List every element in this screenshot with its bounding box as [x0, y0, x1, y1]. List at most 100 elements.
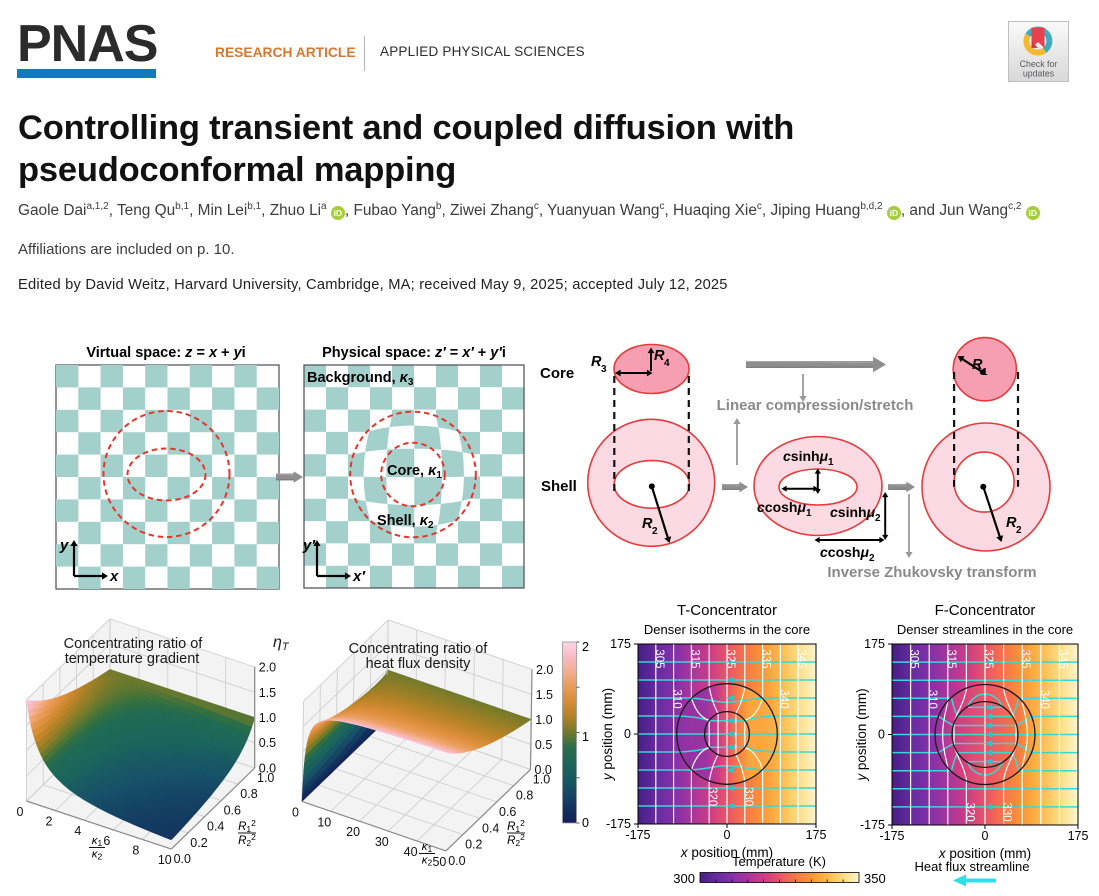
svg-text:320: 320	[706, 787, 718, 806]
svg-text:0.5: 0.5	[259, 736, 276, 750]
svg-text:temperature gradient: temperature gradient	[65, 651, 200, 667]
svg-text:κ2: κ2	[92, 849, 103, 862]
svg-text:325: 325	[982, 649, 994, 668]
svg-text:300: 300	[673, 871, 695, 886]
svg-text:3: 3	[601, 364, 607, 375]
svg-text:y: y	[59, 537, 69, 554]
svg-text:0: 0	[17, 805, 24, 819]
svg-text:Physical space: z′ = x′ + y′i: Physical space: z′ = x′ + y′i	[322, 345, 506, 361]
svg-text:10: 10	[317, 815, 331, 829]
svg-text:Shell, κ2: Shell, κ2	[377, 513, 434, 531]
svg-text:40: 40	[404, 845, 418, 859]
svg-text:-175: -175	[860, 818, 885, 832]
svg-text:0.8: 0.8	[516, 789, 533, 803]
svg-text:2: 2	[582, 640, 589, 654]
svg-text:Shell: Shell	[541, 478, 577, 495]
svg-text:335: 335	[1019, 649, 1031, 668]
svg-text:2: 2	[652, 526, 658, 537]
svg-text:4: 4	[664, 358, 670, 369]
svg-text:heat flux density: heat flux density	[366, 656, 472, 672]
svg-text:310: 310	[926, 690, 938, 709]
svg-text:1: 1	[982, 367, 988, 378]
svg-text:345: 345	[795, 649, 807, 668]
svg-text:R22: R22	[507, 832, 525, 848]
svg-text:T-Concentrator: T-Concentrator	[677, 602, 777, 619]
svg-text:x′: x′	[352, 568, 366, 585]
svg-text:305: 305	[908, 649, 920, 668]
svg-text:R: R	[642, 516, 653, 532]
svg-text:Background, κ3: Background, κ3	[307, 370, 414, 388]
svg-text:ηT: ηT	[273, 634, 290, 653]
svg-text:175: 175	[1068, 829, 1089, 843]
svg-text:335: 335	[760, 649, 772, 668]
svg-text:2.0: 2.0	[536, 663, 553, 677]
svg-text:0.2: 0.2	[465, 838, 482, 852]
svg-text:0.0: 0.0	[535, 763, 552, 777]
svg-text:updates: updates	[1023, 68, 1055, 78]
svg-text:0.6: 0.6	[499, 805, 516, 819]
svg-text:0: 0	[982, 829, 989, 843]
svg-text:R12: R12	[507, 818, 525, 834]
svg-text:20: 20	[346, 825, 360, 839]
svg-text:30: 30	[375, 835, 389, 849]
svg-text:175: 175	[864, 637, 885, 651]
svg-text:0: 0	[582, 816, 589, 830]
svg-text:0.5: 0.5	[535, 738, 552, 752]
svg-text:x position (mm): x position (mm)	[680, 845, 773, 860]
svg-text:y′: y′	[302, 537, 316, 554]
svg-text:0: 0	[624, 727, 631, 741]
svg-text:Heat flux streamline: Heat flux streamline	[915, 859, 1030, 874]
svg-text:x: x	[109, 568, 119, 585]
svg-text:6: 6	[103, 834, 110, 848]
svg-text:8: 8	[132, 844, 139, 858]
svg-text:320: 320	[963, 803, 975, 822]
svg-text:2.0: 2.0	[259, 661, 276, 675]
svg-text:1.0: 1.0	[257, 771, 274, 785]
svg-text:0.4: 0.4	[482, 821, 499, 835]
svg-text:ccoshμ2: ccoshμ2	[820, 544, 875, 564]
svg-text:Check for: Check for	[1020, 59, 1058, 69]
svg-text:-175: -175	[879, 829, 904, 843]
svg-text:ccoshμ1: ccoshμ1	[757, 499, 812, 519]
svg-text:R: R	[654, 348, 665, 364]
svg-text:0.6: 0.6	[224, 803, 241, 817]
svg-text:1.0: 1.0	[533, 772, 550, 786]
svg-text:Core, κ1: Core, κ1	[387, 463, 442, 481]
svg-text:315: 315	[945, 649, 957, 668]
svg-text:κ1: κ1	[422, 841, 433, 854]
svg-text:0: 0	[292, 805, 299, 819]
svg-text:0: 0	[878, 728, 885, 742]
svg-text:2: 2	[1016, 525, 1022, 536]
svg-text:R: R	[972, 357, 983, 373]
svg-text:F-Concentrator: F-Concentrator	[935, 602, 1036, 619]
svg-text:Denser isotherms in the core: Denser isotherms in the core	[644, 622, 810, 637]
svg-text:Concentrating ratio of: Concentrating ratio of	[349, 641, 489, 657]
svg-text:x position (mm): x position (mm)	[938, 846, 1031, 861]
svg-text:1.5: 1.5	[536, 688, 553, 702]
svg-text:350: 350	[864, 871, 886, 886]
svg-text:1.0: 1.0	[535, 713, 552, 727]
svg-text:csinhμ2: csinhμ2	[830, 504, 881, 524]
svg-text:Denser streamlines in the core: Denser streamlines in the core	[897, 622, 1073, 637]
svg-text:340: 340	[1038, 690, 1050, 709]
svg-text:310: 310	[671, 689, 683, 708]
svg-text:0.2: 0.2	[190, 836, 207, 850]
svg-text:10: 10	[158, 853, 172, 867]
svg-text:R12: R12	[238, 818, 256, 834]
svg-text:315: 315	[688, 649, 700, 668]
svg-text:κ1: κ1	[92, 835, 103, 848]
svg-text:Inverse Zhukovsky transform: Inverse Zhukovsky transform	[827, 564, 1036, 581]
svg-text:0.0: 0.0	[174, 852, 191, 866]
svg-text:κ2: κ2	[422, 855, 433, 868]
svg-text:-175: -175	[625, 828, 650, 842]
svg-text:4: 4	[74, 824, 81, 838]
svg-text:2: 2	[46, 815, 53, 829]
svg-text:0: 0	[724, 828, 731, 842]
svg-text:y position (mm): y position (mm)	[854, 688, 869, 781]
svg-text:175: 175	[610, 637, 631, 651]
svg-text:Linear compression/stretch: Linear compression/stretch	[717, 397, 914, 414]
svg-text:1: 1	[582, 730, 589, 744]
svg-text:305: 305	[653, 649, 665, 668]
svg-text:R22: R22	[238, 832, 256, 848]
svg-text:1.5: 1.5	[259, 686, 276, 700]
